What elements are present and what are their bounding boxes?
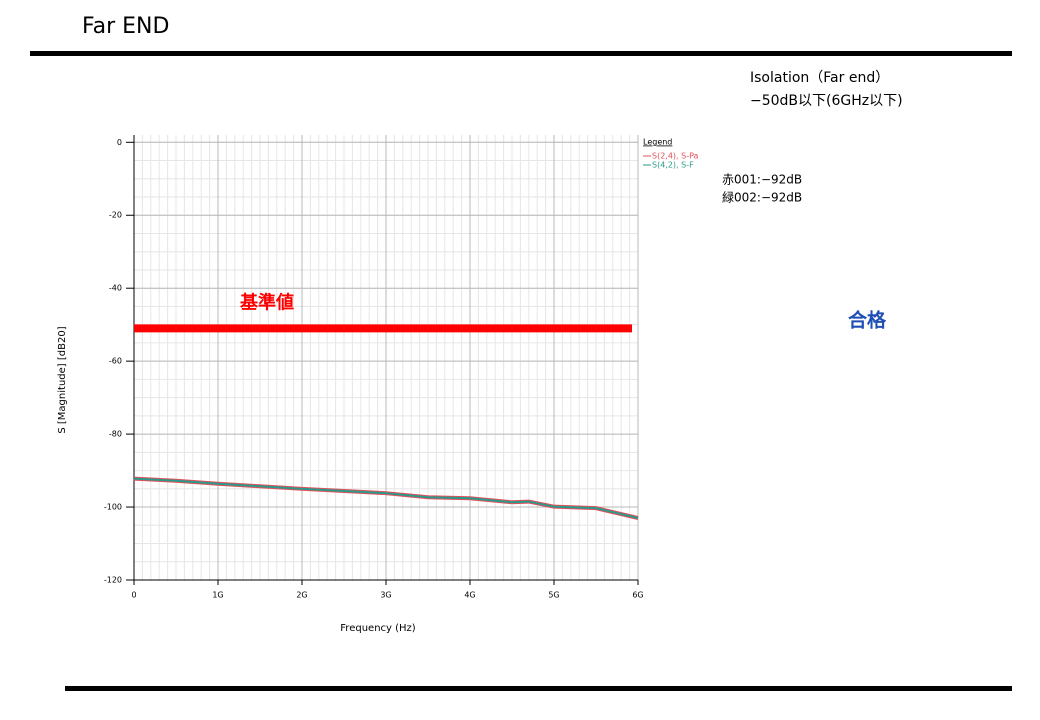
readout: 緑002:−92dB (722, 190, 802, 205)
y-tick-label: -80 (109, 430, 122, 439)
x-tick-label: 5G (548, 591, 559, 600)
reference-label: 基準値 (239, 291, 294, 313)
x-tick-label: 3G (380, 591, 391, 600)
readout: 赤001:−92dB (722, 173, 802, 187)
legend-entry: S(2,4), S-Pa (652, 152, 699, 161)
series-line (133, 477, 639, 519)
note: −50dB以下(6GHz以下) (750, 93, 903, 109)
y-tick-label: -60 (109, 357, 122, 366)
y-tick-label: -100 (104, 503, 122, 512)
x-tick-label: 4G (464, 591, 475, 600)
y-axis-label: S [Magnitude] [dB20] (57, 326, 68, 433)
y-tick-label: -20 (109, 211, 122, 220)
x-tick-label: 1G (212, 591, 223, 600)
x-tick-label: 6G (632, 591, 643, 600)
y-tick-label: -120 (104, 576, 122, 585)
y-tick-label: 0 (117, 138, 122, 147)
legend-entry: S(4,2), S-F (652, 161, 694, 170)
x-tick-label: 0 (131, 591, 136, 600)
bottom-rule (65, 686, 1012, 691)
legend-title: Legend (643, 138, 672, 147)
verdict: 合格 (848, 309, 887, 332)
top-rule (30, 51, 1012, 56)
page-title: Far END (82, 14, 169, 39)
y-tick-label: -40 (109, 284, 122, 293)
x-tick-label: 2G (296, 591, 307, 600)
note: Isolation（Far end） (750, 70, 889, 86)
x-axis-label: Frequency (Hz) (340, 623, 416, 634)
